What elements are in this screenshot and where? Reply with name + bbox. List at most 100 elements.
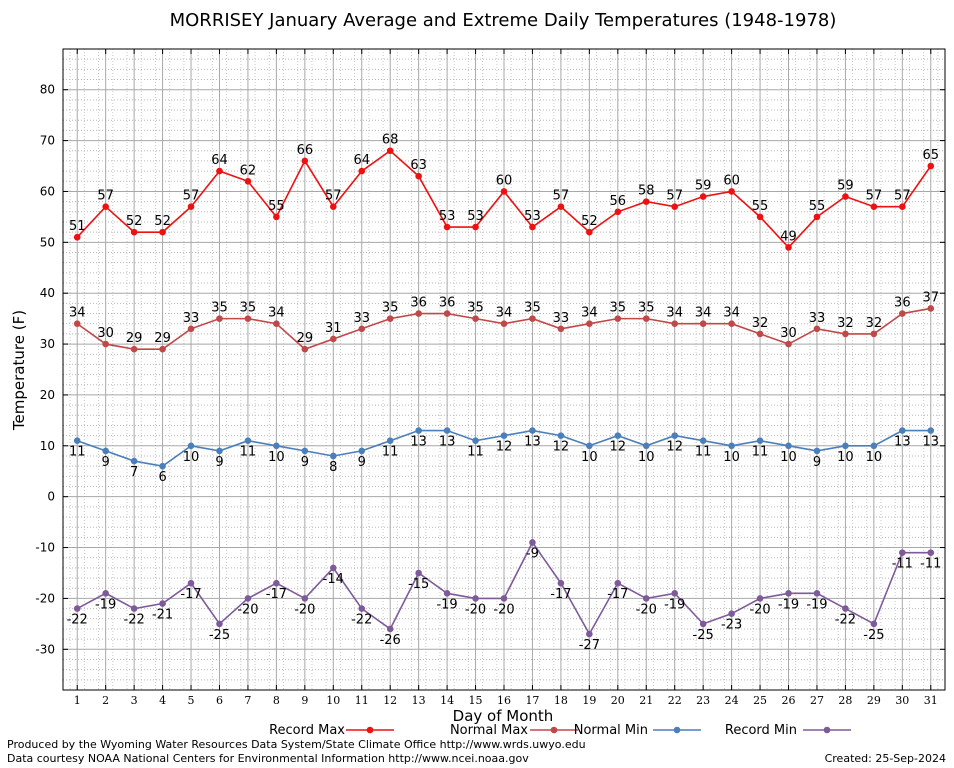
data-label-record-max: 49 bbox=[780, 229, 797, 244]
x-tick-label: 13 bbox=[412, 694, 426, 707]
series-normal-max: 34 30 29 29 33 35 35 34 29 31 33 35 36 36 35 34 35 33 34 35… bbox=[69, 290, 940, 353]
legend-item-record-min: Record Min bbox=[725, 723, 851, 738]
x-tick-label: 8 bbox=[273, 694, 280, 707]
data-label-normal-max: 34 bbox=[581, 306, 598, 321]
x-tick-label: 29 bbox=[867, 694, 881, 707]
data-point-record-min bbox=[386, 625, 394, 633]
data-label-normal-min: 12 bbox=[610, 440, 627, 455]
x-tick-label: 20 bbox=[611, 694, 625, 707]
data-label-normal-min: 12 bbox=[553, 440, 570, 455]
legend-marker bbox=[673, 726, 681, 734]
data-point-normal-min bbox=[386, 437, 394, 445]
x-tick-label: 1 bbox=[74, 694, 81, 707]
data-label-record-min: -19 bbox=[664, 597, 685, 612]
data-label-record-max: 56 bbox=[610, 194, 627, 209]
data-point-normal-max bbox=[301, 345, 309, 353]
x-tick-label: 22 bbox=[668, 694, 682, 707]
data-point-normal-min bbox=[785, 442, 792, 450]
data-point-normal-max bbox=[500, 320, 508, 328]
data-label-normal-min: 10 bbox=[866, 450, 883, 465]
data-label-record-max: 60 bbox=[723, 173, 740, 188]
x-tick-label: 2 bbox=[102, 694, 109, 707]
data-point-normal-max bbox=[529, 315, 536, 322]
data-label-normal-min: 11 bbox=[467, 445, 484, 460]
data-label-normal-max: 36 bbox=[894, 296, 911, 311]
data-label-normal-max: 34 bbox=[695, 306, 712, 321]
data-point-normal-min bbox=[500, 432, 508, 439]
data-label-normal-max: 33 bbox=[553, 311, 570, 326]
data-label-normal-max: 33 bbox=[353, 311, 370, 326]
x-tick-label: 27 bbox=[810, 694, 824, 707]
x-tick-label: 16 bbox=[497, 694, 511, 707]
data-label-record-max: 68 bbox=[382, 133, 399, 148]
x-axis: 1 2 3 4 5 6 7 8 9 10 11 12 13 14 15 16 17 18 19 20 21 22 23 24 2… bbox=[74, 49, 938, 707]
data-label-record-min: -20 bbox=[294, 602, 315, 617]
data-point-record-max bbox=[870, 203, 878, 211]
data-label-record-max: 65 bbox=[923, 148, 940, 163]
data-point-record-max bbox=[785, 244, 792, 251]
x-tick-label: 10 bbox=[326, 694, 340, 707]
data-label-record-max: 57 bbox=[894, 189, 911, 204]
data-point-normal-max bbox=[785, 340, 792, 348]
y-tick-label: -30 bbox=[35, 642, 55, 656]
data-point-normal-max bbox=[642, 315, 650, 322]
data-point-record-max bbox=[671, 203, 679, 211]
data-label-normal-max: 35 bbox=[382, 301, 399, 316]
data-point-record-min bbox=[927, 549, 935, 556]
data-label-normal-max: 29 bbox=[297, 331, 314, 346]
data-label-record-max: 59 bbox=[695, 179, 712, 194]
data-label-record-max: 55 bbox=[752, 199, 769, 214]
data-point-normal-min bbox=[870, 442, 878, 450]
y-tick-label: 80 bbox=[40, 83, 55, 97]
data-label-normal-min: 11 bbox=[382, 445, 399, 460]
data-label-normal-min: 9 bbox=[215, 455, 223, 470]
data-label-record-min: -19 bbox=[95, 597, 116, 612]
data-point-record-max bbox=[159, 228, 166, 236]
data-label-record-min: -19 bbox=[436, 597, 457, 612]
data-point-record-min bbox=[728, 610, 735, 617]
data-point-normal-max bbox=[443, 310, 451, 317]
data-point-record-min bbox=[756, 595, 764, 602]
data-label-normal-max: 35 bbox=[240, 301, 257, 316]
data-point-record-min bbox=[159, 600, 166, 607]
data-point-record-max bbox=[500, 188, 508, 195]
data-point-record-max bbox=[728, 188, 735, 195]
data-label-normal-min: 13 bbox=[439, 435, 456, 450]
data-label-record-max: 59 bbox=[837, 179, 854, 194]
data-point-normal-max bbox=[842, 330, 849, 338]
data-point-normal-min bbox=[73, 437, 81, 445]
data-point-record-min bbox=[130, 605, 138, 612]
x-tick-label: 6 bbox=[216, 694, 223, 707]
data-label-record-max: 62 bbox=[240, 163, 257, 178]
legend-item-normal-min: Normal Min bbox=[574, 723, 701, 738]
data-label-normal-max: 33 bbox=[183, 311, 200, 326]
legend-label: Record Min bbox=[725, 723, 797, 738]
data-label-record-max: 57 bbox=[666, 189, 683, 204]
data-label-record-min: -22 bbox=[124, 613, 145, 628]
data-label-normal-max: 34 bbox=[268, 306, 285, 321]
legend: Record Max Normal Max Normal Min Record Min bbox=[269, 723, 851, 738]
data-label-normal-max: 37 bbox=[923, 290, 940, 305]
data-point-record-max bbox=[358, 167, 366, 175]
data-label-record-min: -11 bbox=[920, 557, 941, 572]
data-point-record-max bbox=[130, 228, 138, 236]
data-label-normal-max: 31 bbox=[325, 321, 342, 336]
data-point-record-min bbox=[102, 590, 109, 597]
data-label-normal-min: 12 bbox=[666, 440, 683, 455]
legend-label: Normal Min bbox=[574, 723, 648, 738]
data-label-normal-min: 8 bbox=[329, 460, 337, 475]
data-label-normal-min: 11 bbox=[240, 445, 257, 460]
data-point-normal-max bbox=[756, 330, 764, 338]
data-label-normal-min: 13 bbox=[524, 435, 541, 450]
y-tick-label: 20 bbox=[40, 388, 55, 402]
data-point-record-min bbox=[415, 569, 422, 577]
data-point-record-max bbox=[415, 172, 422, 180]
data-label-record-min: -26 bbox=[380, 633, 401, 648]
data-label-record-min: -9 bbox=[526, 546, 539, 561]
data-label-normal-max: 35 bbox=[638, 301, 655, 316]
data-label-normal-max: 34 bbox=[666, 306, 683, 321]
data-label-record-max: 66 bbox=[297, 143, 314, 158]
data-point-normal-max bbox=[273, 320, 280, 328]
data-label-normal-min: 11 bbox=[69, 445, 86, 460]
